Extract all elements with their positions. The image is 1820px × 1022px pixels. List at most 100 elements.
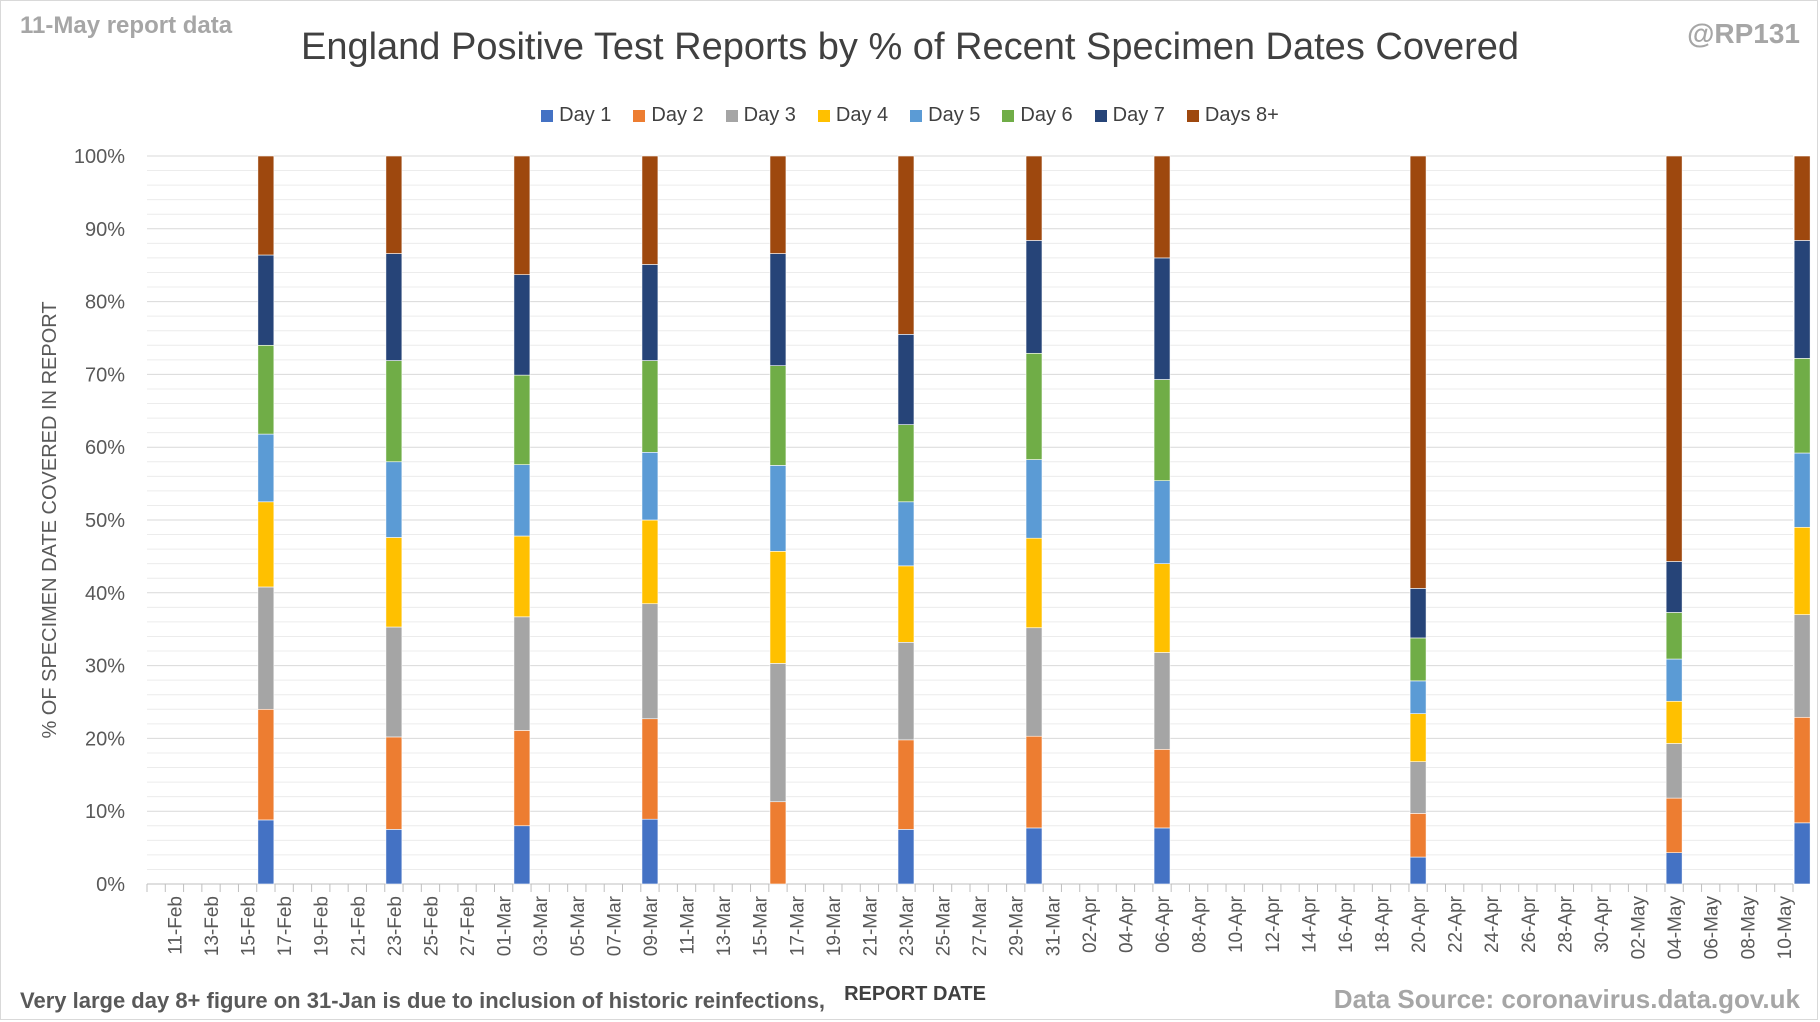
legend-label: Day 7 bbox=[1112, 104, 1165, 126]
bar-segment-day-1 bbox=[1025, 827, 1043, 885]
legend-item: Day 5 bbox=[910, 104, 980, 127]
x-tick-label: 06-Apr bbox=[1153, 895, 1174, 953]
legend-item: Day 7 bbox=[1094, 104, 1165, 127]
bar-segment-day-3 bbox=[1025, 627, 1043, 737]
bar-segment-day-3 bbox=[385, 626, 403, 738]
x-tick-label: 24-Apr bbox=[1482, 895, 1503, 953]
x-tick-label: 26-Apr bbox=[1519, 895, 1540, 953]
x-tick-label: 16-Apr bbox=[1336, 895, 1357, 953]
legend-swatch bbox=[633, 109, 646, 122]
x-tick-label: 10-Apr bbox=[1226, 895, 1247, 953]
report-date-note: 11-May report data bbox=[20, 12, 233, 39]
y-tick-label: 10% bbox=[85, 801, 125, 823]
bar-segment-days-8- bbox=[769, 155, 787, 254]
bar-segment-days-8- bbox=[1665, 155, 1683, 562]
x-tick-label: 15-Feb bbox=[239, 896, 260, 956]
bar-segment-days-8- bbox=[1153, 155, 1171, 259]
y-tick-label: 30% bbox=[85, 656, 125, 678]
bar-segment-day-5 bbox=[1153, 480, 1171, 564]
bar-segment-day-3 bbox=[257, 586, 275, 710]
legend-label: Day 2 bbox=[651, 104, 704, 126]
y-tick-label: 70% bbox=[85, 364, 125, 386]
bar-segment-day-1 bbox=[1665, 852, 1683, 885]
x-tick-label: 28-Apr bbox=[1555, 895, 1576, 953]
bar-segment-days-8- bbox=[1025, 155, 1043, 241]
bar-segment-day-7 bbox=[1793, 240, 1811, 359]
x-tick-label: 13-Mar bbox=[714, 895, 735, 956]
x-tick-label: 11-Mar bbox=[678, 895, 699, 954]
legend-swatch bbox=[817, 109, 830, 122]
bar-segment-day-4 bbox=[1665, 700, 1683, 744]
bar-segment-day-5 bbox=[769, 465, 787, 552]
y-tick-label: 90% bbox=[85, 219, 125, 241]
bar-segment-day-5 bbox=[1665, 658, 1683, 702]
legend-swatch bbox=[910, 109, 923, 122]
bar-segment-day-5 bbox=[513, 464, 531, 537]
bar-segment-day-2 bbox=[1665, 797, 1683, 853]
bar-segment-day-7 bbox=[1153, 257, 1171, 380]
x-tick-label: 05-Mar bbox=[568, 895, 589, 956]
bar-segment-day-6 bbox=[1665, 612, 1683, 660]
y-tick-label: 40% bbox=[85, 583, 125, 605]
legend-label: Day 4 bbox=[835, 104, 889, 126]
bar-segment-days-8- bbox=[513, 155, 531, 275]
x-tick-label: 11-Feb bbox=[165, 896, 186, 955]
bar-segment-day-1 bbox=[385, 829, 403, 885]
bar-segment-day-3 bbox=[769, 663, 787, 803]
x-tick-label: 27-Feb bbox=[458, 896, 479, 956]
x-tick-label: 10-May bbox=[1775, 896, 1796, 960]
bar-segment-day-6 bbox=[513, 374, 531, 465]
legend-label: Day 6 bbox=[1020, 104, 1073, 126]
legend-item: Days 8+ bbox=[1186, 104, 1279, 127]
bar-segment-day-5 bbox=[385, 461, 403, 538]
legend-item: Day 1 bbox=[541, 104, 611, 127]
x-tick-label: 03-Mar bbox=[531, 895, 552, 956]
bar-segment-day-5 bbox=[897, 501, 915, 567]
x-tick-label: 18-Apr bbox=[1373, 895, 1394, 953]
bar-segment-day-2 bbox=[385, 736, 403, 830]
bar-segment-day-5 bbox=[1793, 452, 1811, 528]
legend-label: Day 3 bbox=[743, 104, 796, 126]
bar-segment-day-7 bbox=[769, 253, 787, 366]
bar-segment-day-7 bbox=[1665, 561, 1683, 613]
legend-swatch bbox=[1094, 109, 1107, 122]
x-tick-label: 17-Feb bbox=[275, 896, 296, 956]
bar-segment-day-3 bbox=[1665, 743, 1683, 799]
y-tick-label: 60% bbox=[85, 437, 125, 459]
bar-segment-day-5 bbox=[257, 433, 275, 503]
x-tick-label: 21-Feb bbox=[348, 896, 369, 956]
bar-segment-day-4 bbox=[257, 501, 275, 588]
x-tick-label: 01-Mar bbox=[495, 895, 516, 956]
legend-item: Day 2 bbox=[633, 104, 704, 127]
legend-item: Day 4 bbox=[817, 104, 889, 127]
x-tick-label: 25-Feb bbox=[421, 896, 442, 956]
y-tick-label: 20% bbox=[85, 728, 125, 750]
bar-segment-day-4 bbox=[1409, 713, 1427, 762]
bar-segment-day-3 bbox=[1793, 614, 1811, 718]
bar-segment-day-1 bbox=[1793, 822, 1811, 885]
x-tick-label: 27-Mar bbox=[970, 895, 991, 956]
bar-segment-day-4 bbox=[1153, 563, 1171, 653]
x-tick-label: 19-Mar bbox=[824, 895, 845, 956]
legend-item: Day 6 bbox=[1002, 104, 1073, 127]
y-tick-label: 80% bbox=[85, 292, 125, 314]
bar-segment-day-1 bbox=[897, 829, 915, 885]
legend-swatch bbox=[541, 109, 554, 122]
bar-segment-days-8- bbox=[1793, 155, 1811, 241]
x-tick-label: 31-Mar bbox=[1043, 895, 1064, 956]
legend-swatch bbox=[1002, 109, 1015, 122]
footnote: Very large day 8+ figure on 31-Jan is du… bbox=[20, 988, 826, 1013]
bar-segment-days-8- bbox=[385, 155, 403, 254]
x-tick-label: 15-Mar bbox=[751, 895, 772, 956]
bar-segment-day-5 bbox=[1409, 680, 1427, 714]
bar-segment-day-6 bbox=[1153, 379, 1171, 481]
x-tick-label: 20-Apr bbox=[1409, 895, 1430, 953]
bar-segment-day-2 bbox=[1025, 735, 1043, 829]
legend-label: Days 8+ bbox=[1204, 104, 1279, 126]
chart-legend: Day 1 Day 2 Day 3 Day 4 Day 5 Day 6 Day 7 Days … bbox=[0, 104, 1820, 127]
y-tick-label: 50% bbox=[85, 510, 125, 532]
bar-segment-day-1 bbox=[257, 819, 275, 885]
bar-segment-day-6 bbox=[385, 360, 403, 463]
bar-segment-day-7 bbox=[1409, 588, 1427, 639]
